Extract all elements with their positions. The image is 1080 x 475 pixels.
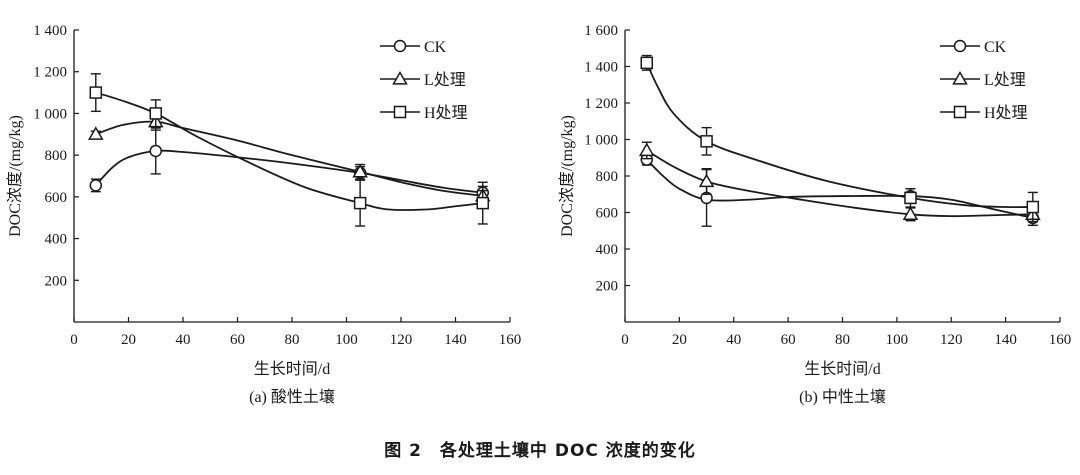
x-tick-label: 20: [672, 332, 687, 348]
chart-panel-acidic-soil: 0 20 40 60 80 100 120 140 160 200 400 600 800 1 000 1 …: [6, 23, 521, 406]
x-tick-label: 0: [621, 332, 629, 348]
series-h-square-marker: [904, 191, 917, 205]
y-axis-title: DOC浓度/(mg/kg): [558, 115, 576, 237]
y-tick-label: 1 200: [584, 96, 618, 112]
y-tick-label: 400: [596, 242, 619, 258]
legend-label: H处理: [984, 104, 1028, 122]
legend-series-h-square-marker: [393, 105, 407, 119]
x-axis-title: 生长时间/d: [804, 360, 880, 378]
y-tick-label: 200: [596, 279, 619, 295]
x-tick-label: 40: [176, 332, 191, 348]
legend-label: CK: [984, 39, 1007, 56]
panel-caption: (b) 中性土壤: [799, 387, 886, 406]
series-h-square-marker: [353, 196, 367, 210]
chart-panel-neutral-soil: 0 20 40 60 80 100 120 140 160 200 400 600 800 1 000 1 …: [558, 23, 1071, 406]
x-tick-label: 120: [940, 332, 963, 348]
x-tick-label: 140: [444, 332, 467, 348]
series-l-line: [94, 120, 484, 197]
y-tick-label: 1 600: [584, 23, 618, 39]
x-tick-label: 80: [835, 332, 850, 348]
x-tick-label: 160: [499, 332, 522, 348]
series-ck-circle-marker: [89, 179, 103, 192]
legend-label: CK: [424, 39, 447, 56]
series-l-triangle-marker: [88, 126, 104, 140]
legend-label: L处理: [424, 71, 466, 89]
legend-series-l-triangle-marker: [392, 70, 408, 85]
x-tick-label: 20: [121, 332, 136, 348]
y-tick-label: 1 200: [33, 65, 67, 81]
y-tick-label: 600: [596, 206, 619, 222]
legend-series-h-square-marker: [953, 105, 967, 119]
x-tick-label: 140: [994, 332, 1017, 348]
series-ck-circle-marker: [149, 144, 162, 158]
series-l-triangle-marker: [698, 173, 715, 188]
x-tick-label: 60: [230, 332, 245, 348]
y-axis-title: DOC浓度/(mg/kg): [6, 115, 24, 237]
x-tick-label: 80: [285, 332, 300, 348]
x-axis-title: 生长时间/d: [254, 360, 330, 378]
series-h-square-marker: [149, 107, 162, 120]
series-h-square-marker: [476, 196, 489, 210]
legend-series-ck-circle-marker: [393, 39, 407, 53]
y-tick-label: 1 400: [33, 23, 67, 39]
legend-series-l-triangle-marker: [952, 70, 968, 85]
x-tick-label: 120: [390, 332, 413, 348]
series-l-triangle-marker: [902, 206, 919, 220]
x-tick-label: 0: [70, 332, 78, 348]
y-tick-label: 400: [45, 232, 68, 248]
series-ck-line: [94, 149, 484, 194]
y-tick-label: 200: [45, 273, 68, 289]
x-tick-label: 100: [886, 332, 909, 348]
legend-series-ck-circle-marker: [953, 39, 967, 53]
y-tick-label: 1 000: [584, 133, 618, 149]
legend-label: L处理: [984, 71, 1026, 89]
y-tick-label: 600: [45, 190, 68, 206]
y-tick-label: 800: [45, 148, 68, 164]
series-l-triangle-marker: [638, 142, 655, 157]
series-h-square-marker: [640, 56, 653, 70]
y-tick-label: 1 000: [33, 106, 67, 122]
series-h-square-marker: [1026, 200, 1040, 214]
series-h-line: [94, 91, 484, 211]
panel-caption: (a) 酸性土壤: [249, 387, 335, 406]
x-tick-label: 160: [1049, 332, 1072, 348]
y-tick-label: 800: [596, 169, 619, 185]
legend-label: H处理: [424, 104, 468, 122]
y-tick-label: 1 400: [584, 60, 618, 76]
series-h-line: [645, 61, 1034, 209]
figure-caption: 图 2 各处理土壤中 DOC 浓度的变化: [384, 441, 696, 461]
x-tick-label: 60: [781, 332, 796, 348]
series-h-square-marker: [700, 135, 713, 148]
series-l-triangle-marker: [352, 163, 368, 178]
x-tick-label: 100: [335, 332, 358, 348]
x-tick-label: 40: [726, 332, 741, 348]
series-l-line: [645, 149, 1034, 218]
series-h-square-marker: [89, 86, 103, 99]
